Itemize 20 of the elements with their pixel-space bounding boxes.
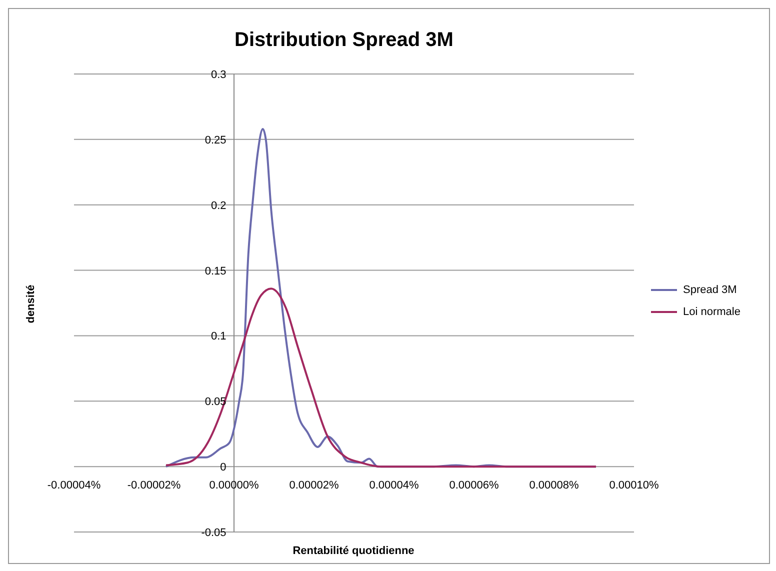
legend-label: Loi normale (683, 306, 740, 318)
x-tick-label: 0.00006% (449, 479, 499, 492)
y-tick-label: 0.2 (210, 200, 226, 212)
y-tick-label: 0 (220, 462, 226, 474)
x-tick-label: 0.00010% (609, 479, 659, 492)
legend-label: Spread 3M (683, 284, 737, 296)
chart-title: Distribution Spread 3M (234, 29, 454, 52)
y-tick-label: 0.15 (204, 265, 226, 278)
x-tick-label: 0.00002% (289, 479, 339, 492)
x-tick-label: 0.00004% (369, 479, 419, 492)
y-tick-label: 0.25 (204, 134, 226, 146)
x-tick-label: -0.00002% (127, 479, 181, 492)
y-tick-label: 0.1 (210, 330, 226, 343)
x-axis-title: Rentabilité quotidienne (292, 545, 416, 557)
y-axis-title: densité (25, 284, 37, 323)
y-tick-label: -0.05 (201, 527, 226, 539)
x-tick-label: 0.00008% (529, 479, 579, 492)
y-tick-label: 0.3 (210, 69, 226, 81)
x-tick-label: -0.00004% (47, 479, 101, 492)
x-tick-label: 0.00000% (209, 479, 259, 492)
